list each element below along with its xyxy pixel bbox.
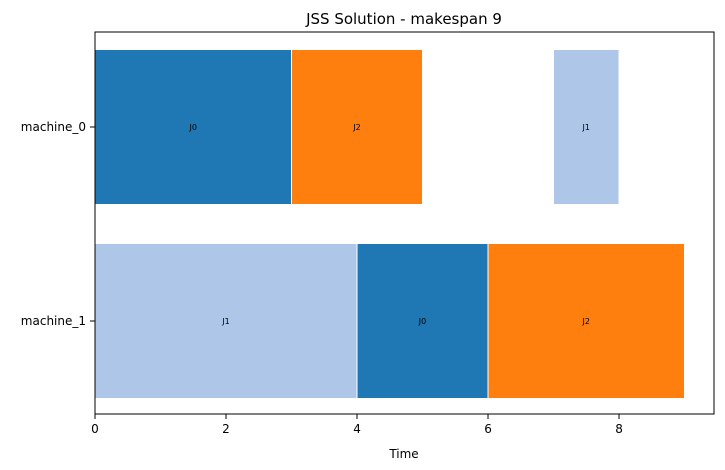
x-tick-label: 6 bbox=[484, 422, 492, 436]
x-tick-label: 4 bbox=[353, 422, 361, 436]
bar-machine_1-J2 bbox=[487, 243, 686, 399]
chart-title: JSS Solution - makespan 9 bbox=[305, 10, 502, 28]
bar-machine_1-J1 bbox=[94, 243, 358, 399]
y-axis-ticks: machine_0 machine_1 bbox=[21, 120, 95, 328]
bar-label-machine_0-J0: J0 bbox=[189, 123, 197, 132]
plot-frame bbox=[94, 31, 715, 415]
bars-group bbox=[94, 49, 686, 399]
bar-machine_0-J0 bbox=[94, 49, 293, 205]
bar-label-machine_0-J1: J1 bbox=[582, 123, 590, 132]
x-tick-label: 8 bbox=[615, 422, 623, 436]
x-axis-ticks: 0 2 4 6 8 bbox=[91, 414, 623, 436]
bar-machine_1-J0 bbox=[356, 243, 489, 399]
x-tick-label: 2 bbox=[222, 422, 230, 436]
bar-labels-group: J0 J2 J1 J1 J0 J2 bbox=[189, 123, 590, 326]
bar-machine_0-J2 bbox=[291, 49, 424, 205]
y-tick-label-machine_0: machine_0 bbox=[21, 120, 86, 134]
x-axis-label: Time bbox=[388, 447, 418, 461]
y-tick-label-machine_1: machine_1 bbox=[21, 314, 86, 328]
bar-machine_0-J1 bbox=[553, 49, 620, 205]
bar-label-machine_1-J2: J2 bbox=[582, 317, 590, 326]
bar-label-machine_0-J2: J2 bbox=[352, 123, 360, 132]
bar-label-machine_1-J0: J0 bbox=[418, 317, 426, 326]
x-tick-label: 0 bbox=[91, 422, 99, 436]
bar-label-machine_1-J1: J1 bbox=[221, 317, 229, 326]
